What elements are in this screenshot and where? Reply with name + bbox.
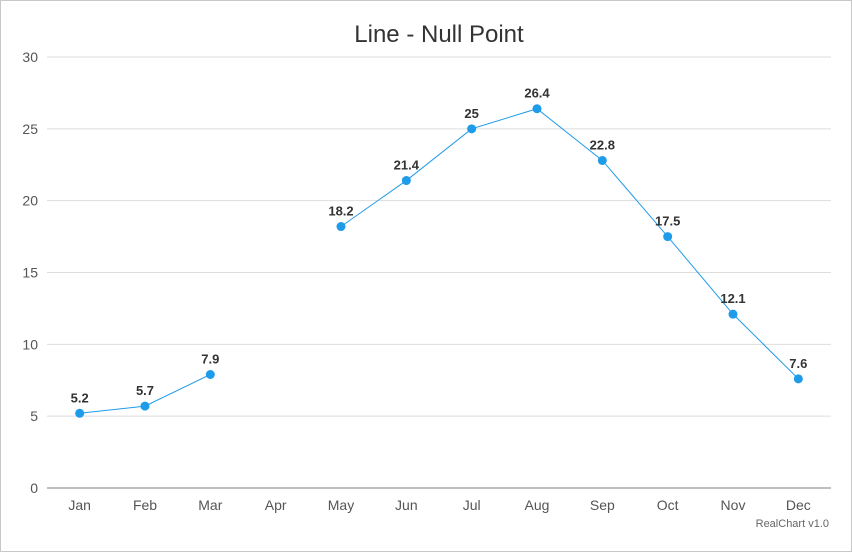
x-tick-label: Mar — [198, 497, 222, 513]
data-label: 22.8 — [590, 137, 615, 152]
x-axis: Jan Feb Mar Apr May Jun Jul Aug Sep Oct Nov Dec — [47, 487, 831, 513]
data-point[interactable] — [205, 370, 215, 380]
x-tick-label: May — [328, 497, 354, 513]
series-line — [340, 108, 799, 380]
grid-lines — [47, 56, 831, 417]
data-label: 17.5 — [655, 214, 680, 229]
data-label: 5.2 — [71, 390, 89, 405]
x-tick-label: Sep — [590, 497, 615, 513]
data-label: 5.7 — [136, 383, 154, 398]
x-tick-label: Jul — [463, 497, 481, 513]
data-point[interactable] — [728, 309, 738, 319]
x-tick-label: Aug — [525, 497, 550, 513]
data-label: 25 — [464, 106, 478, 121]
y-tick-label: 0 — [30, 480, 38, 496]
data-label: 12.1 — [720, 291, 745, 306]
data-point[interactable] — [75, 408, 85, 418]
y-tick-label: 30 — [22, 49, 38, 65]
data-label: 7.6 — [789, 356, 807, 371]
data-label: 21.4 — [394, 158, 420, 173]
y-axis: 0 5 10 15 20 25 30 — [22, 49, 38, 496]
y-tick-label: 20 — [22, 193, 38, 209]
x-tick-label: Feb — [133, 497, 157, 513]
x-tick-label: Jun — [395, 497, 418, 513]
y-tick-label: 10 — [22, 336, 38, 352]
x-tick-label: Dec — [786, 497, 811, 513]
data-label: 7.9 — [201, 352, 219, 367]
data-point[interactable] — [793, 374, 803, 384]
data-point[interactable] — [467, 124, 477, 134]
series — [75, 104, 803, 418]
y-tick-label: 25 — [22, 121, 38, 137]
data-point[interactable] — [140, 401, 150, 411]
x-tick-label: Jan — [68, 497, 91, 513]
data-point[interactable] — [401, 176, 411, 186]
data-label: 18.2 — [328, 204, 353, 219]
chart-title: Line - Null Point — [354, 21, 524, 48]
x-tick-label: Apr — [265, 497, 287, 513]
data-label: 26.4 — [524, 86, 550, 101]
data-point[interactable] — [597, 155, 607, 165]
chart-credit: RealChart v1.0 — [756, 518, 829, 530]
data-point[interactable] — [336, 222, 346, 232]
x-tick-label: Oct — [657, 497, 679, 513]
y-tick-label: 5 — [30, 408, 38, 424]
data-point[interactable] — [663, 232, 673, 242]
y-tick-label: 15 — [22, 265, 38, 281]
x-tick-label: Nov — [721, 497, 746, 513]
data-point[interactable] — [532, 104, 542, 114]
data-labels: 5.2 5.7 7.9 18.2 21.4 25 26.4 22.8 17.5 12.1 7.6 — [71, 86, 808, 406]
